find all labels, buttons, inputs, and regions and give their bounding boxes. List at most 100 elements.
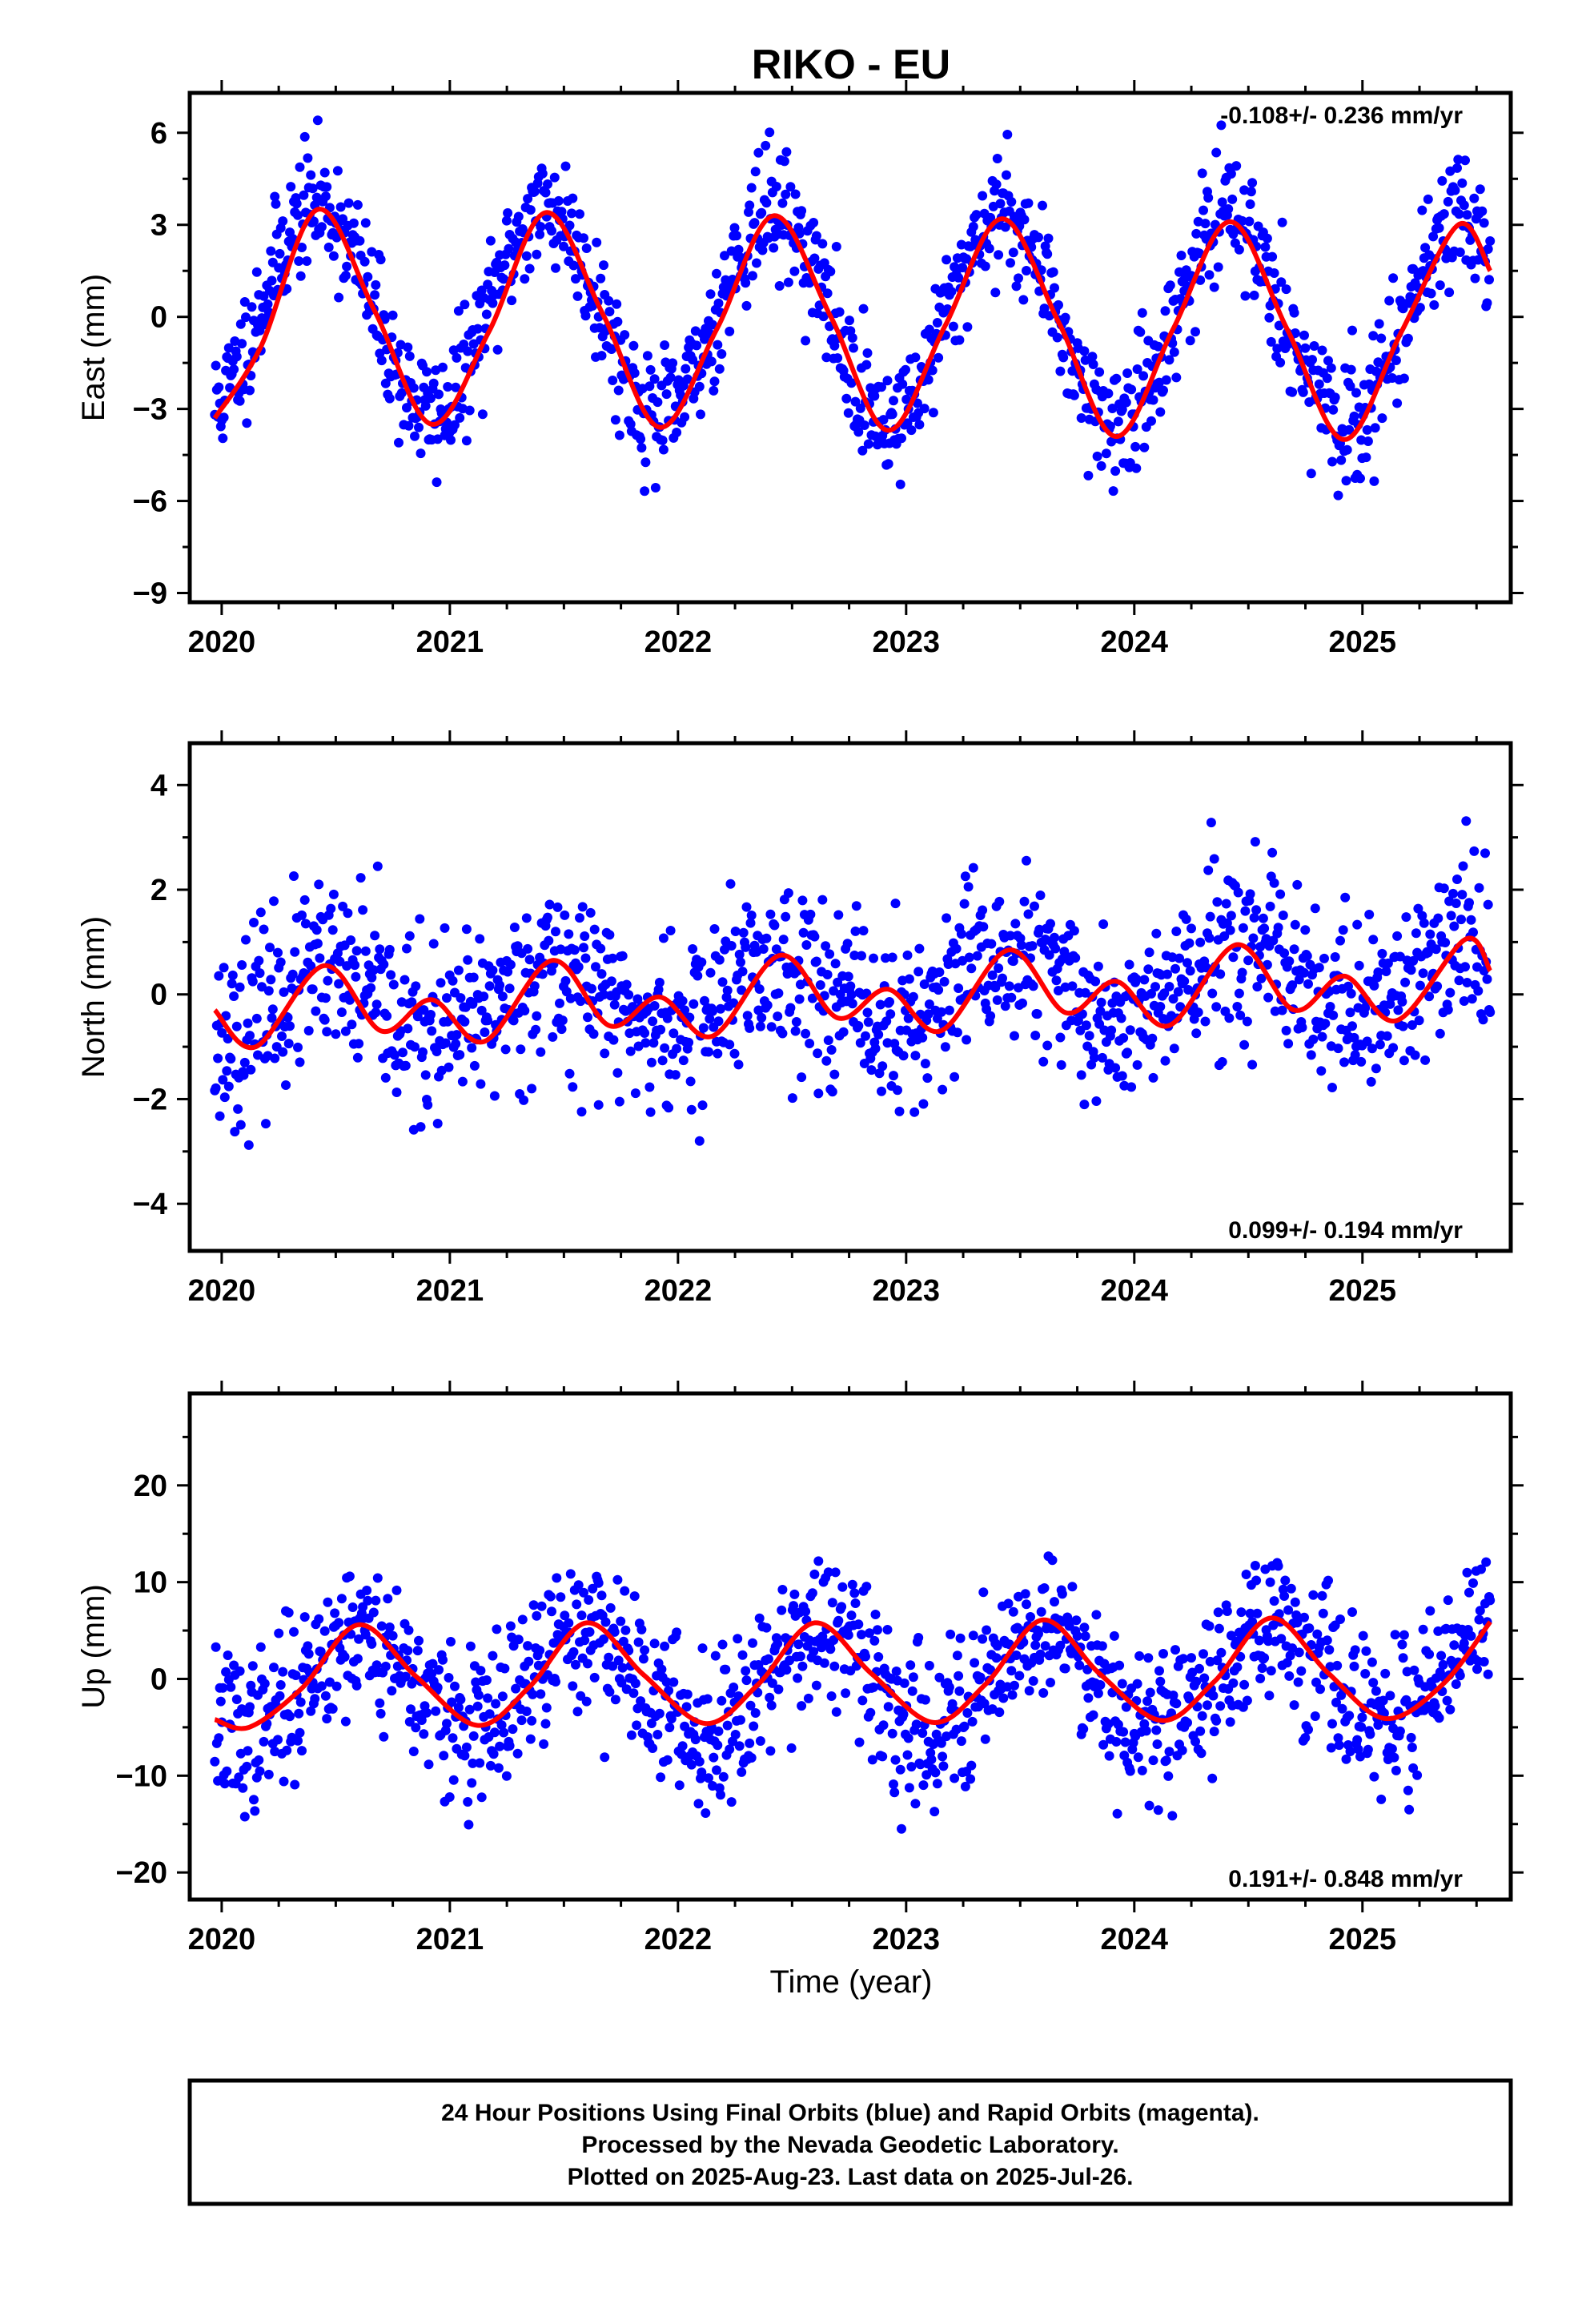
observation-point [773,1011,783,1022]
observation-point [360,946,371,956]
observation-point [617,1663,628,1673]
observation-point [238,1783,248,1793]
observation-point [476,285,487,296]
observation-point [648,1743,658,1753]
observation-point [1168,994,1178,1004]
observation-point [335,956,345,967]
observation-point [560,1610,570,1621]
observation-point [866,1065,877,1076]
observation-point [1195,1663,1204,1674]
observation-point [1289,308,1299,318]
observation-point [422,1707,432,1718]
observation-point [1438,1659,1448,1670]
observation-point [391,1088,402,1097]
observation-point [1116,1013,1126,1023]
observation-point [1247,1059,1258,1070]
observation-point [1211,1002,1222,1012]
observation-point [926,1755,937,1765]
observation-point [694,1756,705,1767]
observation-point [986,1011,996,1021]
observation-point [1118,1033,1129,1043]
observation-point [741,902,752,912]
observation-point [322,182,332,192]
observation-point [722,985,733,995]
observation-point [1239,1039,1250,1050]
observation-point [1289,944,1299,955]
observation-point [725,1039,735,1050]
observation-point [1399,373,1409,384]
observation-point [450,1681,460,1691]
observation-point [1468,927,1478,938]
observation-point [684,1037,694,1047]
x-tick-label: 2020 [188,1923,256,1956]
observation-point [1104,1751,1114,1761]
observation-point [833,977,843,987]
observation-point [523,194,533,204]
observation-point [343,198,354,208]
observation-point [539,1739,549,1749]
observation-point [1462,978,1472,987]
observation-point [650,483,661,493]
observation-point [508,1015,519,1026]
observation-point [614,430,624,440]
observation-point [783,277,793,287]
observation-point [1480,848,1490,858]
observation-point [444,1062,454,1072]
observation-point [665,926,676,935]
observation-point [1112,1808,1122,1819]
observation-point [1366,1076,1376,1087]
observation-point [1284,956,1295,967]
observation-point [790,1026,801,1036]
observation-point [737,1650,748,1660]
observation-point [273,1735,283,1745]
observation-point [877,1751,888,1762]
observation-point [781,147,792,157]
observation-point [461,1742,472,1752]
observation-point [954,272,964,283]
observation-point [1030,1640,1041,1651]
observation-point [789,1601,799,1611]
observation-point [1390,1630,1400,1640]
observation-point [612,1068,623,1078]
observation-point [1475,1606,1485,1616]
observation-point [322,1027,332,1037]
observation-point [1354,960,1364,971]
observation-point [1312,1629,1323,1639]
observation-point [529,187,540,197]
observation-point [938,1084,948,1095]
observation-point [1245,889,1255,899]
observation-point [560,975,571,986]
observation-point [1314,379,1324,389]
observation-point [229,364,239,375]
observation-point [375,944,385,955]
observation-point [1432,981,1443,991]
observation-point [863,439,873,449]
observation-point [734,949,745,959]
observation-point [452,1030,462,1040]
observation-point [552,1573,562,1583]
observation-point [649,374,660,384]
observation-point [954,983,964,993]
observation-point [400,1060,411,1071]
observation-point [376,356,387,366]
observation-point [1016,940,1026,951]
observation-point [787,1093,797,1104]
model-curve [212,207,1493,442]
observation-point [503,208,513,218]
observation-point [954,1686,965,1696]
observation-point [970,1658,980,1668]
observation-point [805,909,816,919]
observation-point [524,955,535,965]
observation-point [1332,1660,1343,1671]
observation-point [726,1797,737,1807]
observation-point [295,271,306,281]
observation-point [1435,280,1445,291]
observation-point [767,1678,777,1688]
observation-point [894,1106,905,1116]
observation-point [1287,387,1298,397]
observation-point [1368,935,1379,945]
observation-point [422,367,432,377]
observation-point [670,1070,681,1080]
observation-point [475,934,485,944]
observation-point [889,396,898,406]
